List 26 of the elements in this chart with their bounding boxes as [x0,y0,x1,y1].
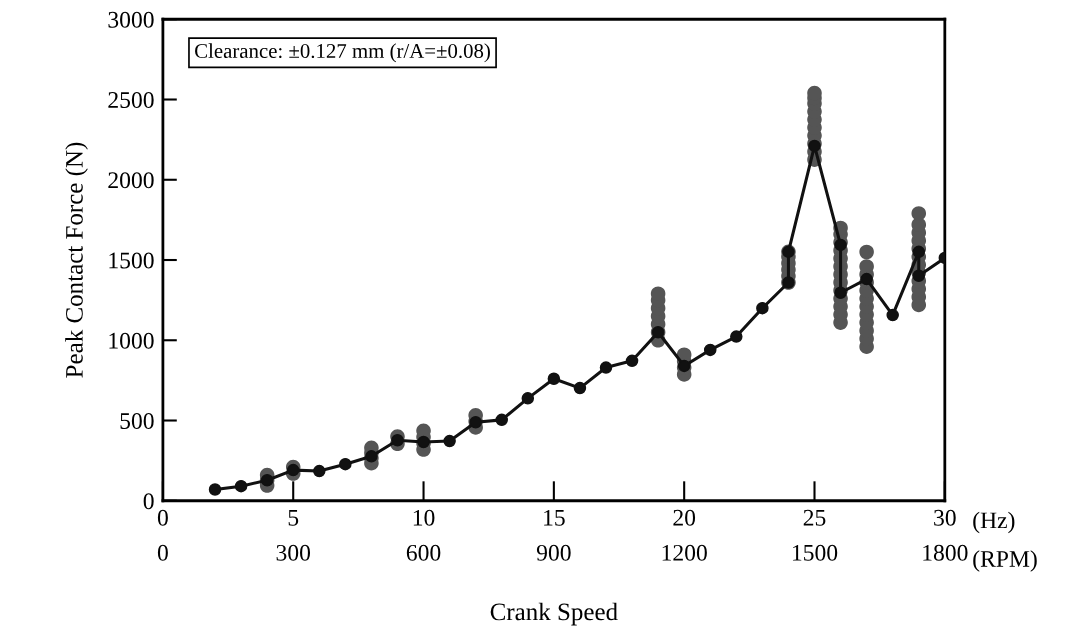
x2-tick-label: 1500 [792,544,838,561]
x2-tick-label: 1200 [662,544,707,561]
text: (Hz) [973,511,1015,534]
y-tick-label: 3000 [108,11,154,28]
y-tick-label: 1000 [109,332,154,349]
x2-tick-label: 1800 [923,544,968,561]
x2-tick-label: 300 [276,544,311,561]
x-tick-label: 5 [288,510,299,526]
x2-tick-label: 0 [157,544,168,561]
x-tick-label: 30 [934,509,956,526]
y-axis-title: Peak Contact Force (N) [65,142,88,378]
x-tick-label: 20 [673,509,696,526]
y-tick-label: 1500 [109,252,154,269]
x-tick-label: 15 [544,509,565,526]
y-tick-label: 0 [143,493,154,510]
y-tick-label: 500 [120,413,154,429]
x2-tick-label: 900 [536,544,571,561]
y-tick-label: 2500 [108,92,154,108]
x2-tick-label: 600 [406,544,441,561]
x-tick-label: 10 [413,509,435,526]
y-tick-label: 2000 [108,172,154,189]
x-tick-label: 25 [803,509,826,526]
x-tick-label: 0 [157,509,168,526]
text: (RPM) [973,550,1037,572]
x-axis-title: Crank Speed [490,602,618,626]
annotation: Clearance: ±0.127 mm (r/A=±0.08) [195,43,490,63]
